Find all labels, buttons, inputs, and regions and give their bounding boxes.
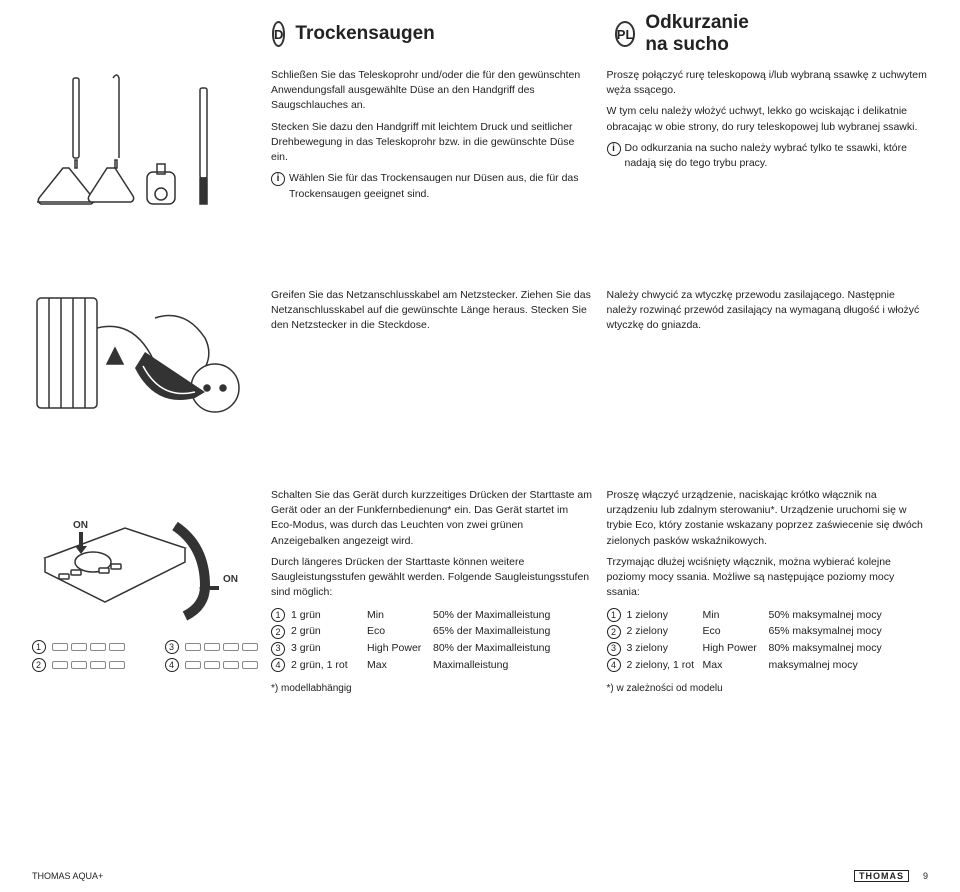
badge-de-icon: D	[272, 21, 285, 47]
illustration-nozzles	[32, 68, 257, 228]
nozzles-icon	[35, 68, 255, 228]
text: Do odkurzania na sucho należy wybrać tyl…	[625, 141, 929, 171]
text: Proszę połączyć rurę teleskopową i/lub w…	[607, 68, 929, 98]
text: Należy chwycić za wtyczkę przewodu zasil…	[607, 288, 929, 334]
text: W tym celu należy włożyć uchwyt, lekko g…	[607, 104, 929, 134]
illustration-cable	[32, 288, 257, 428]
col-pl-2: Należy chwycić za wtyczkę przewodu zasil…	[607, 288, 929, 428]
row-num: 2	[607, 625, 621, 639]
col-de-1: Schließen Sie das Teleskoprohr und/oder …	[271, 68, 593, 228]
col-pl-3: Proszę włączyć urządzenie, naciskając kr…	[607, 488, 929, 702]
footnote-de: *) modellabhängig	[271, 682, 593, 697]
title-de: Trockensaugen	[295, 23, 434, 45]
power-table-de: 11 grünMin50% der Maximalleistung 22 grü…	[271, 607, 593, 674]
text: Schließen Sie das Teleskoprohr und/oder …	[271, 68, 593, 114]
info-icon: i	[607, 142, 621, 156]
text: Stecken Sie dazu den Handgriff mit leich…	[271, 120, 593, 166]
row-num: 3	[607, 642, 621, 656]
text: Schalten Sie das Gerät durch kurzzeitige…	[271, 488, 593, 549]
badge-pl-icon: PL	[615, 21, 636, 47]
text: Greifen Sie das Netzanschlusskabel am Ne…	[271, 288, 593, 334]
num-1-icon: 1	[32, 640, 46, 654]
section-nozzles: Schließen Sie das Teleskoprohr und/oder …	[32, 68, 928, 228]
page-footer: THOMAS AQUA+ THOMAS 9	[32, 870, 928, 882]
col-de-2: Greifen Sie das Netzanschlusskabel am Ne…	[271, 288, 593, 428]
text: Trzymając dłużej wciśnięty włącznik, moż…	[607, 555, 929, 601]
num-2-icon: 2	[32, 658, 46, 672]
text: Durch längeres Drücken der Starttaste kö…	[271, 555, 593, 601]
svg-text:ON: ON	[223, 574, 238, 585]
brand-logo: THOMAS	[854, 870, 909, 882]
title-pl: Odkurzanie na sucho	[645, 12, 748, 56]
row-num: 1	[271, 608, 285, 622]
section-cable: Greifen Sie das Netzanschlusskabel am Ne…	[32, 288, 928, 428]
info-icon: i	[271, 172, 285, 186]
plug-icon	[35, 288, 255, 428]
row-num: 2	[271, 625, 285, 639]
row-num: 4	[607, 658, 621, 672]
power-button-icon: ON ON	[35, 518, 255, 628]
col-pl-1: Proszę połączyć rurę teleskopową i/lub w…	[607, 68, 929, 228]
row-num: 1	[607, 608, 621, 622]
footnote-pl: *) w zależności od modelu	[607, 682, 929, 697]
power-table-pl: 11 zielonyMin50% maksymalnej mocy 22 zie…	[607, 607, 929, 674]
col-de-3: Schalten Sie das Gerät durch kurzzeitige…	[271, 488, 593, 702]
illustration-power: ON ON 1 2 3 4	[32, 488, 257, 702]
num-4-icon: 4	[165, 658, 179, 672]
page-number: 9	[923, 871, 928, 881]
section-power: ON ON 1 2 3 4 Schalten Sie d	[32, 488, 928, 702]
footer-left: THOMAS AQUA+	[32, 871, 103, 881]
page-header: D Trockensaugen PL Odkurzanie na sucho	[272, 12, 928, 56]
text: Proszę włączyć urządzenie, naciskając kr…	[607, 488, 929, 549]
svg-text:ON: ON	[73, 520, 88, 531]
text: Wählen Sie für das Trockensaugen nur Düs…	[289, 171, 593, 201]
row-num: 4	[271, 658, 285, 672]
num-3-icon: 3	[165, 640, 179, 654]
row-num: 3	[271, 642, 285, 656]
